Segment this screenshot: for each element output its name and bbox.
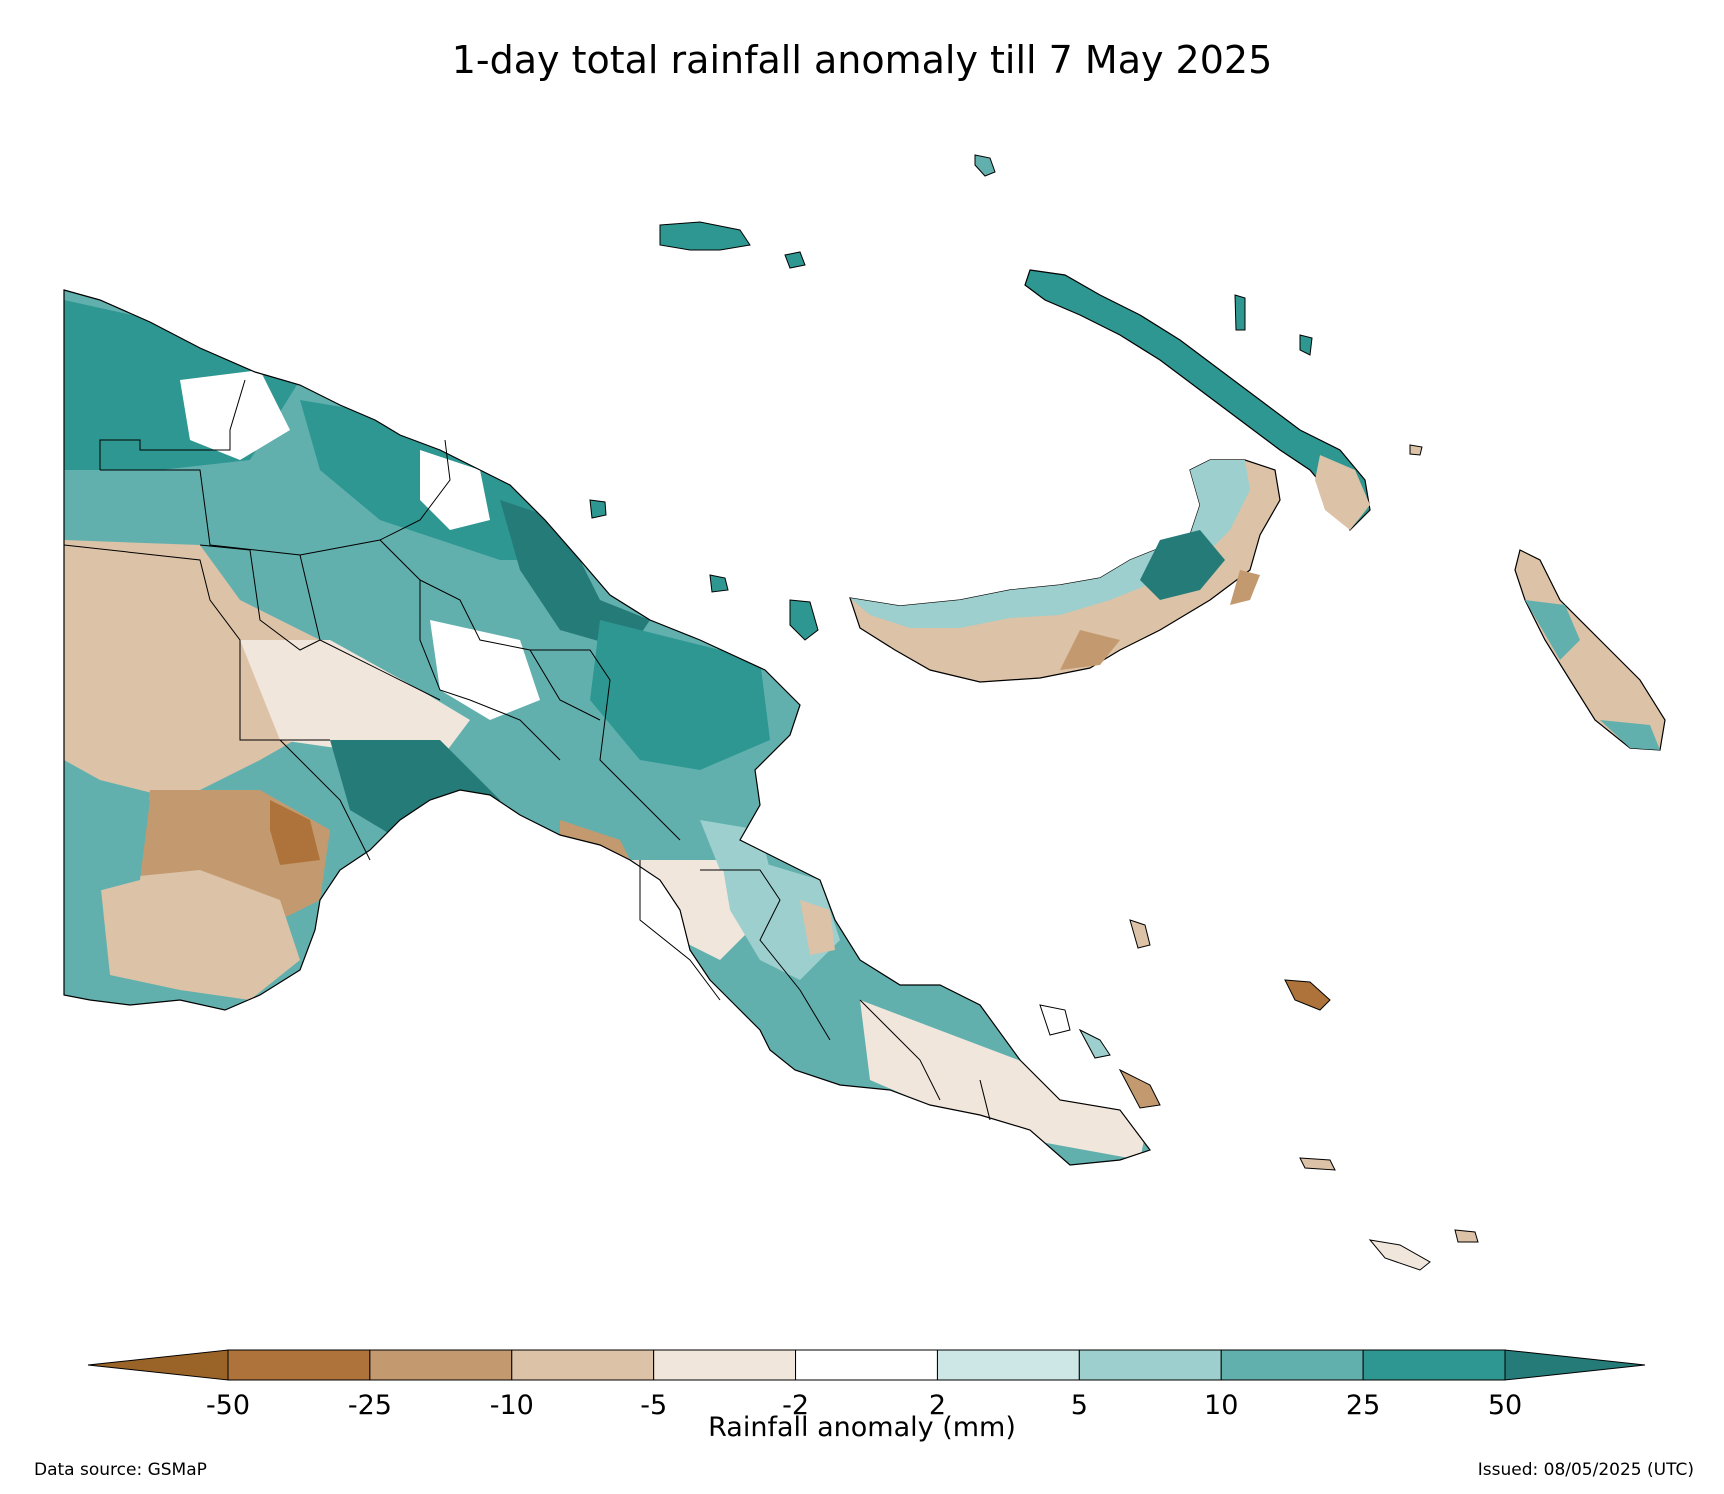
colorbar-bin: [511, 1349, 655, 1381]
colorbar-label: Rainfall anomaly (mm): [708, 1412, 1016, 1443]
colorbar-bin: [1220, 1349, 1364, 1381]
colorbar-bin: [1362, 1349, 1506, 1381]
colorbar-bin: [936, 1349, 1080, 1381]
colorbar-tick-label: 5: [1071, 1390, 1088, 1420]
colorbar-tick-label: -50: [206, 1390, 250, 1420]
colorbar-bin: [795, 1349, 938, 1381]
manus-island: [659, 154, 996, 269]
colorbar-tick-label: -25: [348, 1390, 392, 1420]
colorbar-bin: [227, 1349, 371, 1381]
colorbar-tick-label: -2: [782, 1390, 809, 1420]
bougainville-island: [1514, 549, 1666, 751]
data-source: Data source: GSMaP: [34, 1460, 207, 1480]
map-title: 1-day total rainfall anomaly till 7 May …: [451, 38, 1273, 82]
colorbar-tick-label: 2: [929, 1390, 946, 1420]
colorbar-tick-label: 25: [1346, 1390, 1380, 1420]
new-ireland-island: [1024, 269, 1371, 532]
rainfall-anomaly-map: [63, 154, 1666, 1271]
colorbar-bin: [653, 1349, 797, 1381]
colorbar-bin: [1078, 1349, 1222, 1381]
colorbar-bin: [369, 1349, 513, 1381]
colorbar: -50 -25 -10 -5 -2 2 5 10 25 50: [87, 1349, 1646, 1420]
colorbar-tick-label: -5: [640, 1390, 667, 1420]
colorbar-tick-label: -10: [490, 1390, 534, 1420]
colorbar-tick-label: 50: [1488, 1390, 1522, 1420]
new-britain-island: [849, 459, 1281, 683]
issued-date: Issued: 08/05/2025 (UTC): [1477, 1460, 1694, 1480]
colorbar-extend-high: [1504, 1349, 1646, 1381]
colorbar-tick-label: 10: [1204, 1390, 1238, 1420]
colorbar-extend-low: [87, 1349, 229, 1381]
other-islands: [589, 294, 1479, 1271]
